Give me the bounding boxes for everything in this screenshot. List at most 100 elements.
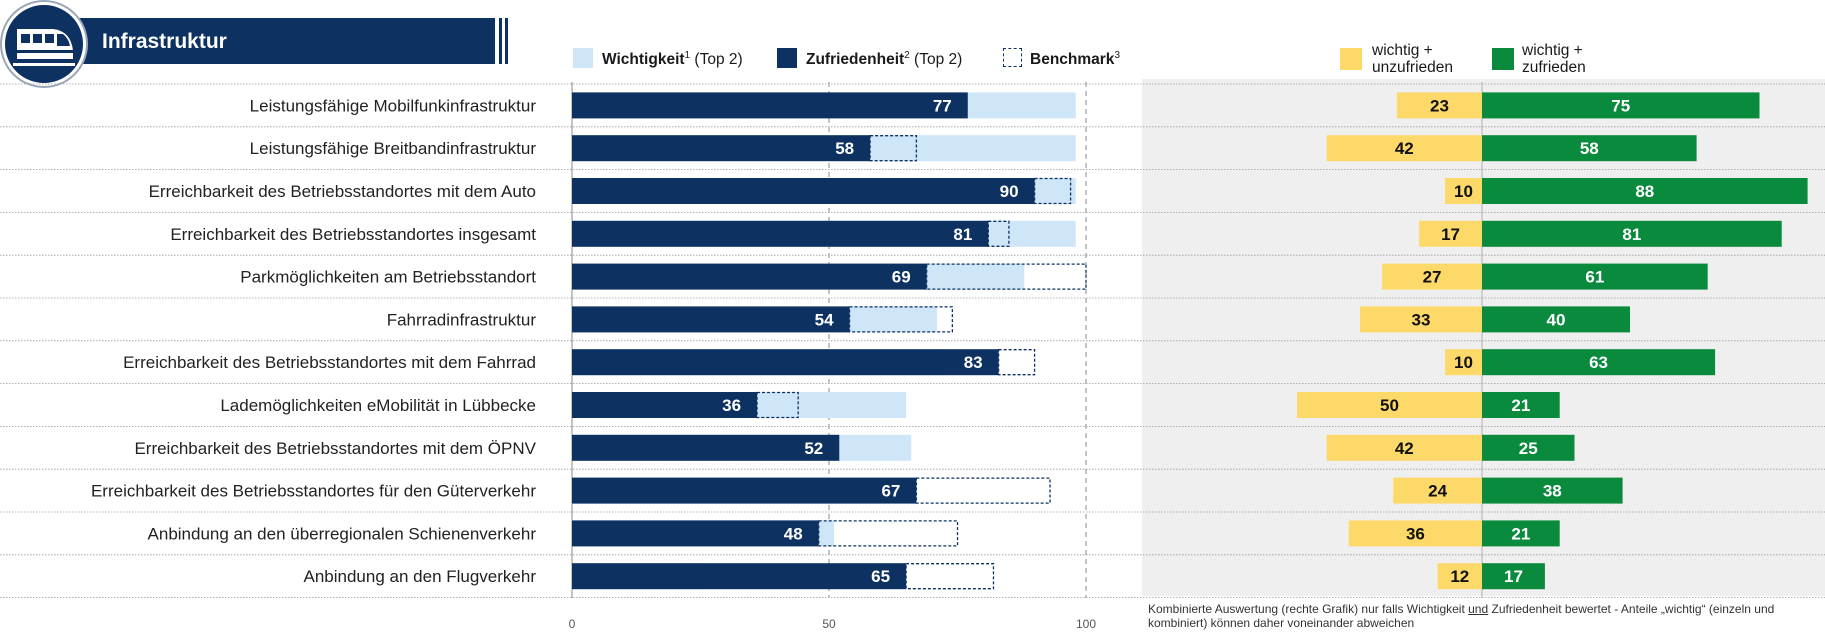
value-label-zufriedenheit: 65 [871, 567, 890, 586]
value-label-unzufrieden: 10 [1454, 182, 1473, 201]
value-label-zufrieden: 81 [1622, 225, 1641, 244]
category-label: Erreichbarkeit des Betriebsstandortes mi… [149, 182, 536, 201]
bar-benchmark [756, 391, 799, 419]
value-label-unzufrieden: 42 [1395, 439, 1414, 458]
bar-unzufrieden [1297, 392, 1482, 418]
category-label: Anbindung an den Flugverkehr [304, 567, 537, 586]
category-label: Parkmöglichkeiten am Betriebsstandort [240, 268, 536, 287]
bar-zufrieden [1482, 434, 1575, 461]
category-label: Leistungsfähige Breitbandinfrastruktur [250, 139, 537, 158]
x-tick-label: 0 [569, 617, 576, 631]
footnote: Kombinierte Auswertung (rechte Grafik) n… [1148, 602, 1775, 630]
bar-zufrieden [1482, 306, 1630, 333]
bar-zufriedenheit [572, 349, 999, 376]
bar-unzufrieden [1326, 135, 1482, 162]
train-icon [2, 2, 86, 86]
value-label-unzufrieden: 24 [1428, 482, 1447, 501]
category-label: Leistungsfähige Mobilfunkinfrastruktur [250, 96, 537, 115]
bar-zufrieden [1482, 220, 1782, 247]
value-label-zufrieden: 40 [1547, 310, 1566, 329]
bar-unzufrieden [1419, 220, 1482, 247]
bar-zufrieden [1482, 563, 1545, 590]
value-label-zufriedenheit: 77 [933, 96, 952, 115]
legend-zufrieden: wichtig + zufrieden [1522, 42, 1586, 76]
value-label-zufriedenheit: 52 [804, 439, 823, 458]
value-label-unzufrieden: 17 [1441, 225, 1460, 244]
value-label-zufrieden: 75 [1611, 96, 1630, 115]
bar-benchmark [915, 477, 1051, 504]
bar-benchmark [1033, 177, 1072, 205]
value-label-zufrieden: 17 [1504, 567, 1523, 586]
value-label-zufrieden: 38 [1543, 482, 1562, 501]
legend-swatch-wichtigkeit [573, 48, 593, 68]
header-stripe [505, 18, 508, 64]
bar-unzufrieden [1445, 349, 1482, 376]
value-label-zufrieden: 61 [1585, 268, 1604, 287]
bar-zufrieden [1482, 92, 1760, 119]
bar-unzufrieden [1393, 477, 1482, 504]
bar-zufrieden [1482, 349, 1716, 376]
bar-unzufrieden [1396, 92, 1482, 119]
x-tick-label: 100 [1076, 617, 1096, 631]
legend-zufriedenheit: Zufriedenheit2 (Top 2) [806, 50, 963, 69]
value-label-zufriedenheit: 83 [964, 353, 983, 372]
header-stripe [499, 18, 502, 64]
x-tick-label: 50 [822, 617, 836, 631]
value-label-zufriedenheit: 54 [815, 310, 834, 329]
value-label-zufrieden: 88 [1635, 182, 1654, 201]
bar-unzufrieden [1445, 178, 1482, 204]
bar-zufrieden [1482, 263, 1708, 290]
legend-swatch-unzufrieden [1340, 48, 1362, 70]
bar-zufrieden [1482, 477, 1623, 504]
bar-zufriedenheit [572, 92, 968, 119]
value-label-unzufrieden: 36 [1406, 524, 1425, 543]
value-label-unzufrieden: 33 [1411, 310, 1430, 329]
combined-chart-background [1142, 79, 1825, 596]
bar-zufrieden [1482, 135, 1697, 162]
category-label: Erreichbarkeit des Betriebsstandortes fü… [91, 482, 536, 501]
value-label-zufrieden: 21 [1511, 524, 1530, 543]
bar-zufrieden [1482, 520, 1560, 547]
bar-zufriedenheit [572, 392, 758, 418]
bar-benchmark [869, 135, 918, 162]
bar-zufriedenheit [572, 434, 840, 461]
section-header-bar [40, 18, 495, 64]
bar-zufrieden [1482, 392, 1560, 418]
legend-swatch-benchmark [1003, 48, 1022, 67]
value-label-zufriedenheit: 36 [722, 396, 741, 415]
value-label-zufrieden: 63 [1589, 353, 1608, 372]
value-label-zufriedenheit: 67 [881, 482, 900, 501]
bar-unzufrieden [1382, 263, 1482, 290]
value-label-zufriedenheit: 90 [1000, 182, 1019, 201]
bar-benchmark [905, 563, 995, 590]
bar-zufriedenheit [572, 520, 819, 547]
value-label-unzufrieden: 27 [1423, 268, 1442, 287]
bar-benchmark [987, 220, 1010, 247]
value-label-zufriedenheit: 81 [953, 225, 972, 244]
bar-benchmark [848, 306, 954, 333]
value-label-zufriedenheit: 48 [784, 524, 803, 543]
bar-zufriedenheit [572, 563, 907, 590]
value-label-zufriedenheit: 69 [892, 268, 911, 287]
value-label-unzufrieden: 10 [1454, 353, 1473, 372]
value-label-unzufrieden: 50 [1380, 396, 1399, 415]
legend-wichtigkeit: Wichtigkeit1 (Top 2) [602, 50, 743, 69]
bar-benchmark [818, 520, 959, 547]
bar-zufriedenheit [572, 306, 850, 333]
section-title: Infrastruktur [102, 30, 227, 53]
category-label: Erreichbarkeit des Betriebsstandortes mi… [123, 353, 536, 372]
value-label-zufrieden: 58 [1580, 139, 1599, 158]
bar-zufriedenheit [572, 178, 1035, 204]
value-label-unzufrieden: 23 [1430, 96, 1449, 115]
bar-unzufrieden [1437, 563, 1482, 590]
value-label-zufrieden: 25 [1519, 439, 1538, 458]
bar-zufriedenheit [572, 135, 871, 162]
legend-swatch-zufriedenheit [777, 48, 797, 68]
legend-swatch-zufrieden [1492, 48, 1514, 70]
bar-benchmark [997, 349, 1036, 376]
bar-unzufrieden [1326, 434, 1482, 461]
bar-zufriedenheit [572, 220, 989, 247]
bar-zufriedenheit [572, 263, 927, 290]
value-label-zufrieden: 21 [1511, 396, 1530, 415]
legend-unzufrieden: wichtig + unzufrieden [1372, 42, 1454, 76]
